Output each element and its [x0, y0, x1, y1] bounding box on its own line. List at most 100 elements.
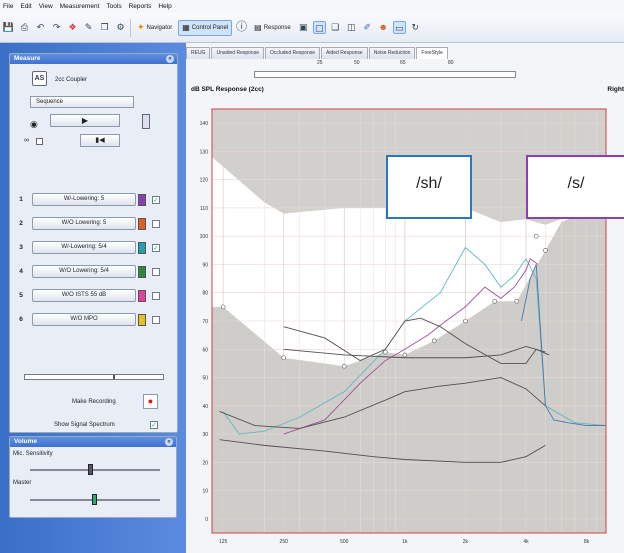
- mic-sensitivity-thumb[interactable]: [88, 464, 93, 475]
- print-icon[interactable]: ⎙: [20, 22, 29, 32]
- scrollbar[interactable]: [24, 374, 164, 380]
- program-color-swatch[interactable]: [138, 265, 146, 278]
- hearing-loss-region: [212, 202, 606, 533]
- chart-title: dB SPL Response (2cc): [191, 86, 264, 93]
- program-button[interactable]: W/-Lowering: 5/4: [32, 241, 136, 254]
- y-tick-label: 50: [202, 376, 208, 382]
- program-row: 3 W/-Lowering: 5/4 ✓: [10, 240, 178, 255]
- s-speech-bubble: /s/: [526, 155, 624, 219]
- loop-icon[interactable]: ∞: [24, 137, 29, 144]
- series-line: [219, 377, 546, 429]
- window-icon[interactable]: ▢: [312, 21, 326, 34]
- measure-panel: Measure « AS 2cc Coupler Sequence ◉ ▶ ​ …: [9, 53, 178, 433]
- camera-icon[interactable]: ◉: [30, 119, 38, 129]
- mode-select[interactable]: Sequence: [30, 96, 134, 108]
- menu-edit[interactable]: Edit: [20, 3, 32, 10]
- tab-item[interactable]: FreeStyle: [416, 47, 448, 59]
- ear-icon[interactable]: ❖: [68, 22, 77, 32]
- display-icon[interactable]: ▭: [392, 21, 406, 34]
- y-tick-label: 20: [202, 460, 208, 466]
- ear-side-label: Right: [607, 86, 624, 93]
- program-button[interactable]: W/-Lowering: 5: [32, 193, 136, 206]
- program-button[interactable]: W/O Lowering: 5: [32, 217, 136, 230]
- program-checkbox[interactable]: ✓: [152, 195, 160, 204]
- menu-reports[interactable]: Reports: [128, 3, 152, 10]
- settings-icon[interactable]: ⚙: [116, 22, 125, 32]
- s-bubble-label: /s/: [567, 175, 585, 192]
- tab-item[interactable]: Noise Reduction: [368, 47, 416, 59]
- tab-item[interactable]: Occluded Response: [264, 47, 321, 59]
- response-icon: ▤: [254, 23, 262, 32]
- program-color-swatch[interactable]: [138, 193, 146, 206]
- control-sidebar: Measure « AS 2cc Coupler Sequence ◉ ▶ ​ …: [0, 43, 186, 553]
- threshold-marker: [543, 248, 548, 253]
- refresh-icon[interactable]: ↻: [411, 22, 420, 32]
- menu-file[interactable]: File: [3, 3, 14, 10]
- menu-tools[interactable]: Tools: [106, 3, 122, 10]
- person-icon[interactable]: ☻: [378, 22, 388, 32]
- program-checkbox[interactable]: [152, 315, 160, 324]
- program-checkbox[interactable]: [152, 219, 160, 228]
- ruler-tick: 50: [354, 60, 360, 66]
- program-color-swatch[interactable]: [138, 217, 146, 230]
- threshold-marker: [220, 304, 226, 310]
- device-icon[interactable]: ​: [142, 114, 150, 129]
- program-checkbox[interactable]: [152, 267, 160, 276]
- response-button[interactable]: ▤ Response: [251, 20, 294, 36]
- coupler-icon[interactable]: AS: [32, 71, 47, 86]
- measure-panel-header: Measure «: [10, 54, 177, 64]
- loop-check[interactable]: [36, 138, 43, 145]
- series-line: [219, 439, 546, 463]
- undo-icon[interactable]: ↶: [36, 22, 45, 32]
- layout-icon[interactable]: ◫: [346, 22, 356, 32]
- series-line: [283, 345, 546, 359]
- sh-bubble-label: /sh/: [416, 175, 442, 192]
- program-button[interactable]: W/O Lowering: 5/4: [32, 265, 136, 278]
- control-panel-button[interactable]: ▦ Control Panel: [178, 19, 233, 36]
- skip-back-button[interactable]: ▮◀: [80, 134, 120, 147]
- signal-spectrum-check[interactable]: ✓: [150, 421, 158, 429]
- tab-item[interactable]: Unaided Response: [211, 47, 264, 59]
- program-color-swatch[interactable]: [138, 313, 146, 326]
- program-checkbox[interactable]: [152, 291, 160, 300]
- edit-icon[interactable]: ✎: [84, 22, 93, 32]
- menu-help[interactable]: Help: [158, 3, 172, 10]
- collapse-icon[interactable]: «: [165, 438, 173, 446]
- chart-icon[interactable]: ▣: [298, 22, 308, 32]
- scrollbar-thumb[interactable]: [113, 375, 115, 379]
- tab-item[interactable]: REUG: [186, 47, 211, 59]
- x-tick-label: 2k: [463, 539, 469, 545]
- menu-measurement[interactable]: Measurement: [59, 3, 100, 10]
- volume-panel: Volume « Mic. Sensitivity Master: [9, 436, 177, 518]
- mic-sensitivity-slider[interactable]: [30, 469, 160, 471]
- plot-frame: [211, 108, 607, 534]
- program-number: 5: [19, 292, 23, 299]
- redo-icon[interactable]: ↷: [52, 22, 61, 32]
- master-label: Master: [13, 480, 32, 486]
- pencil-icon[interactable]: ✐: [363, 22, 372, 32]
- y-tick-label: 60: [202, 347, 208, 353]
- navigator-label: Navigator: [146, 24, 173, 31]
- program-button[interactable]: W/O MPO: [32, 313, 136, 326]
- program-color-swatch[interactable]: [138, 289, 146, 302]
- save-icon[interactable]: 💾: [2, 22, 15, 32]
- copy-icon[interactable]: ❐: [100, 22, 109, 32]
- y-tick-label: 120: [200, 178, 209, 184]
- windows-icon[interactable]: ❏: [331, 22, 340, 32]
- y-tick-label: 110: [200, 206, 208, 212]
- tab-item[interactable]: Aided Response: [321, 47, 368, 59]
- navigator-button[interactable]: ✦ Navigator: [134, 20, 175, 36]
- menu-view[interactable]: View: [38, 3, 53, 10]
- program-color-swatch[interactable]: [138, 241, 146, 254]
- level-ruler[interactable]: [254, 71, 516, 78]
- toolbar-separator: [130, 18, 131, 37]
- program-checkbox[interactable]: ✓: [152, 243, 160, 252]
- program-button[interactable]: W/O ISTS 55 dB: [32, 289, 136, 302]
- info-icon[interactable]: ⓘ: [236, 21, 248, 33]
- play-button[interactable]: ▶: [50, 114, 120, 127]
- master-thumb[interactable]: [92, 494, 97, 505]
- threshold-marker: [402, 352, 408, 358]
- y-tick-label: 10: [202, 489, 208, 495]
- record-button[interactable]: ●: [143, 394, 158, 409]
- collapse-icon[interactable]: «: [166, 55, 174, 63]
